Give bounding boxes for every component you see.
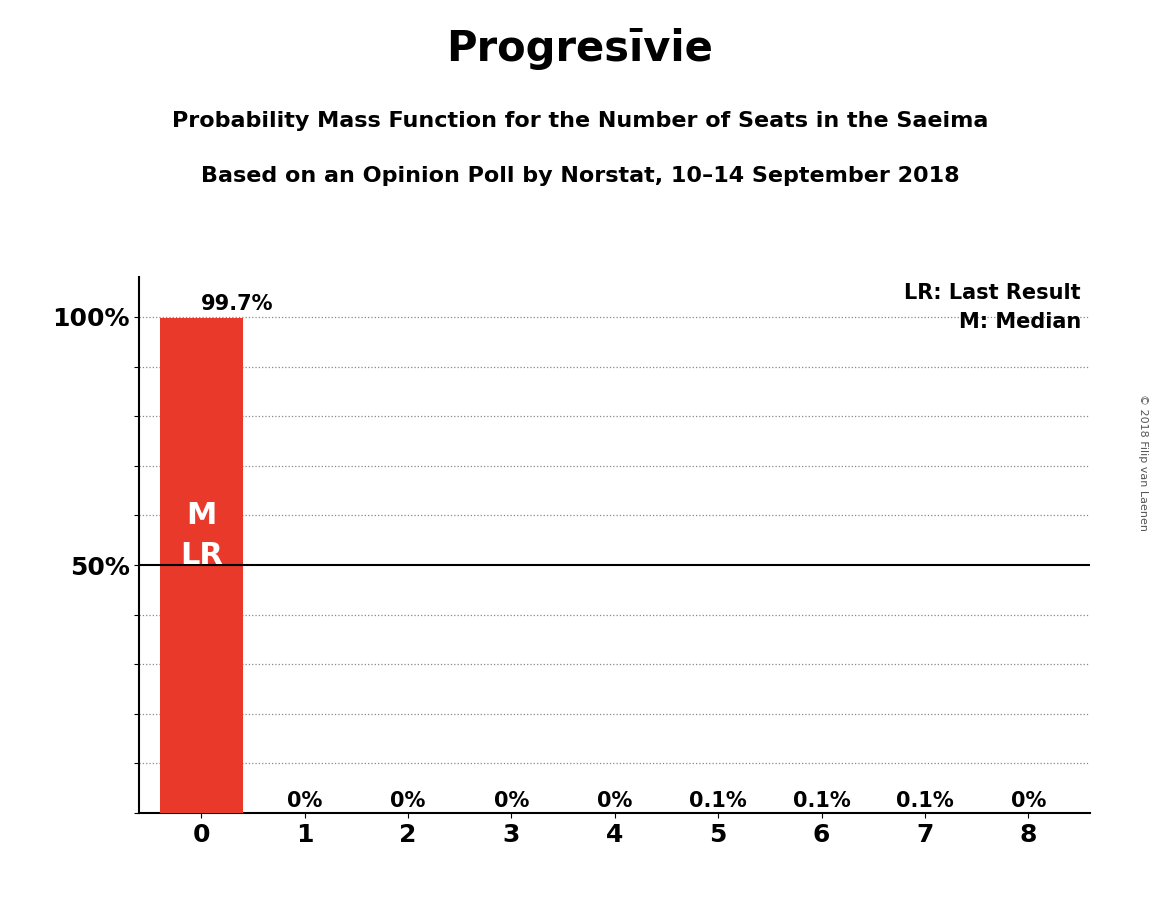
Text: LR: Last Result: LR: Last Result xyxy=(905,283,1081,302)
Text: M: M xyxy=(186,501,217,529)
Text: M: Median: M: Median xyxy=(958,312,1081,332)
Text: 0%: 0% xyxy=(287,791,322,810)
Text: © 2018 Filip van Laenen: © 2018 Filip van Laenen xyxy=(1138,394,1147,530)
Text: 0.1%: 0.1% xyxy=(792,791,850,810)
Text: 0%: 0% xyxy=(1010,791,1046,810)
Text: 0.1%: 0.1% xyxy=(896,791,954,810)
Text: Progresīvie: Progresīvie xyxy=(447,28,713,69)
Text: LR: LR xyxy=(180,541,223,569)
Bar xyxy=(160,319,242,813)
Text: 0%: 0% xyxy=(597,791,632,810)
Text: 0%: 0% xyxy=(494,791,529,810)
Text: Probability Mass Function for the Number of Seats in the Saeima: Probability Mass Function for the Number… xyxy=(172,111,988,131)
Text: 0.1%: 0.1% xyxy=(689,791,747,810)
Text: Based on an Opinion Poll by Norstat, 10–14 September 2018: Based on an Opinion Poll by Norstat, 10–… xyxy=(201,166,959,187)
Text: 99.7%: 99.7% xyxy=(201,295,274,314)
Text: 0%: 0% xyxy=(390,791,426,810)
